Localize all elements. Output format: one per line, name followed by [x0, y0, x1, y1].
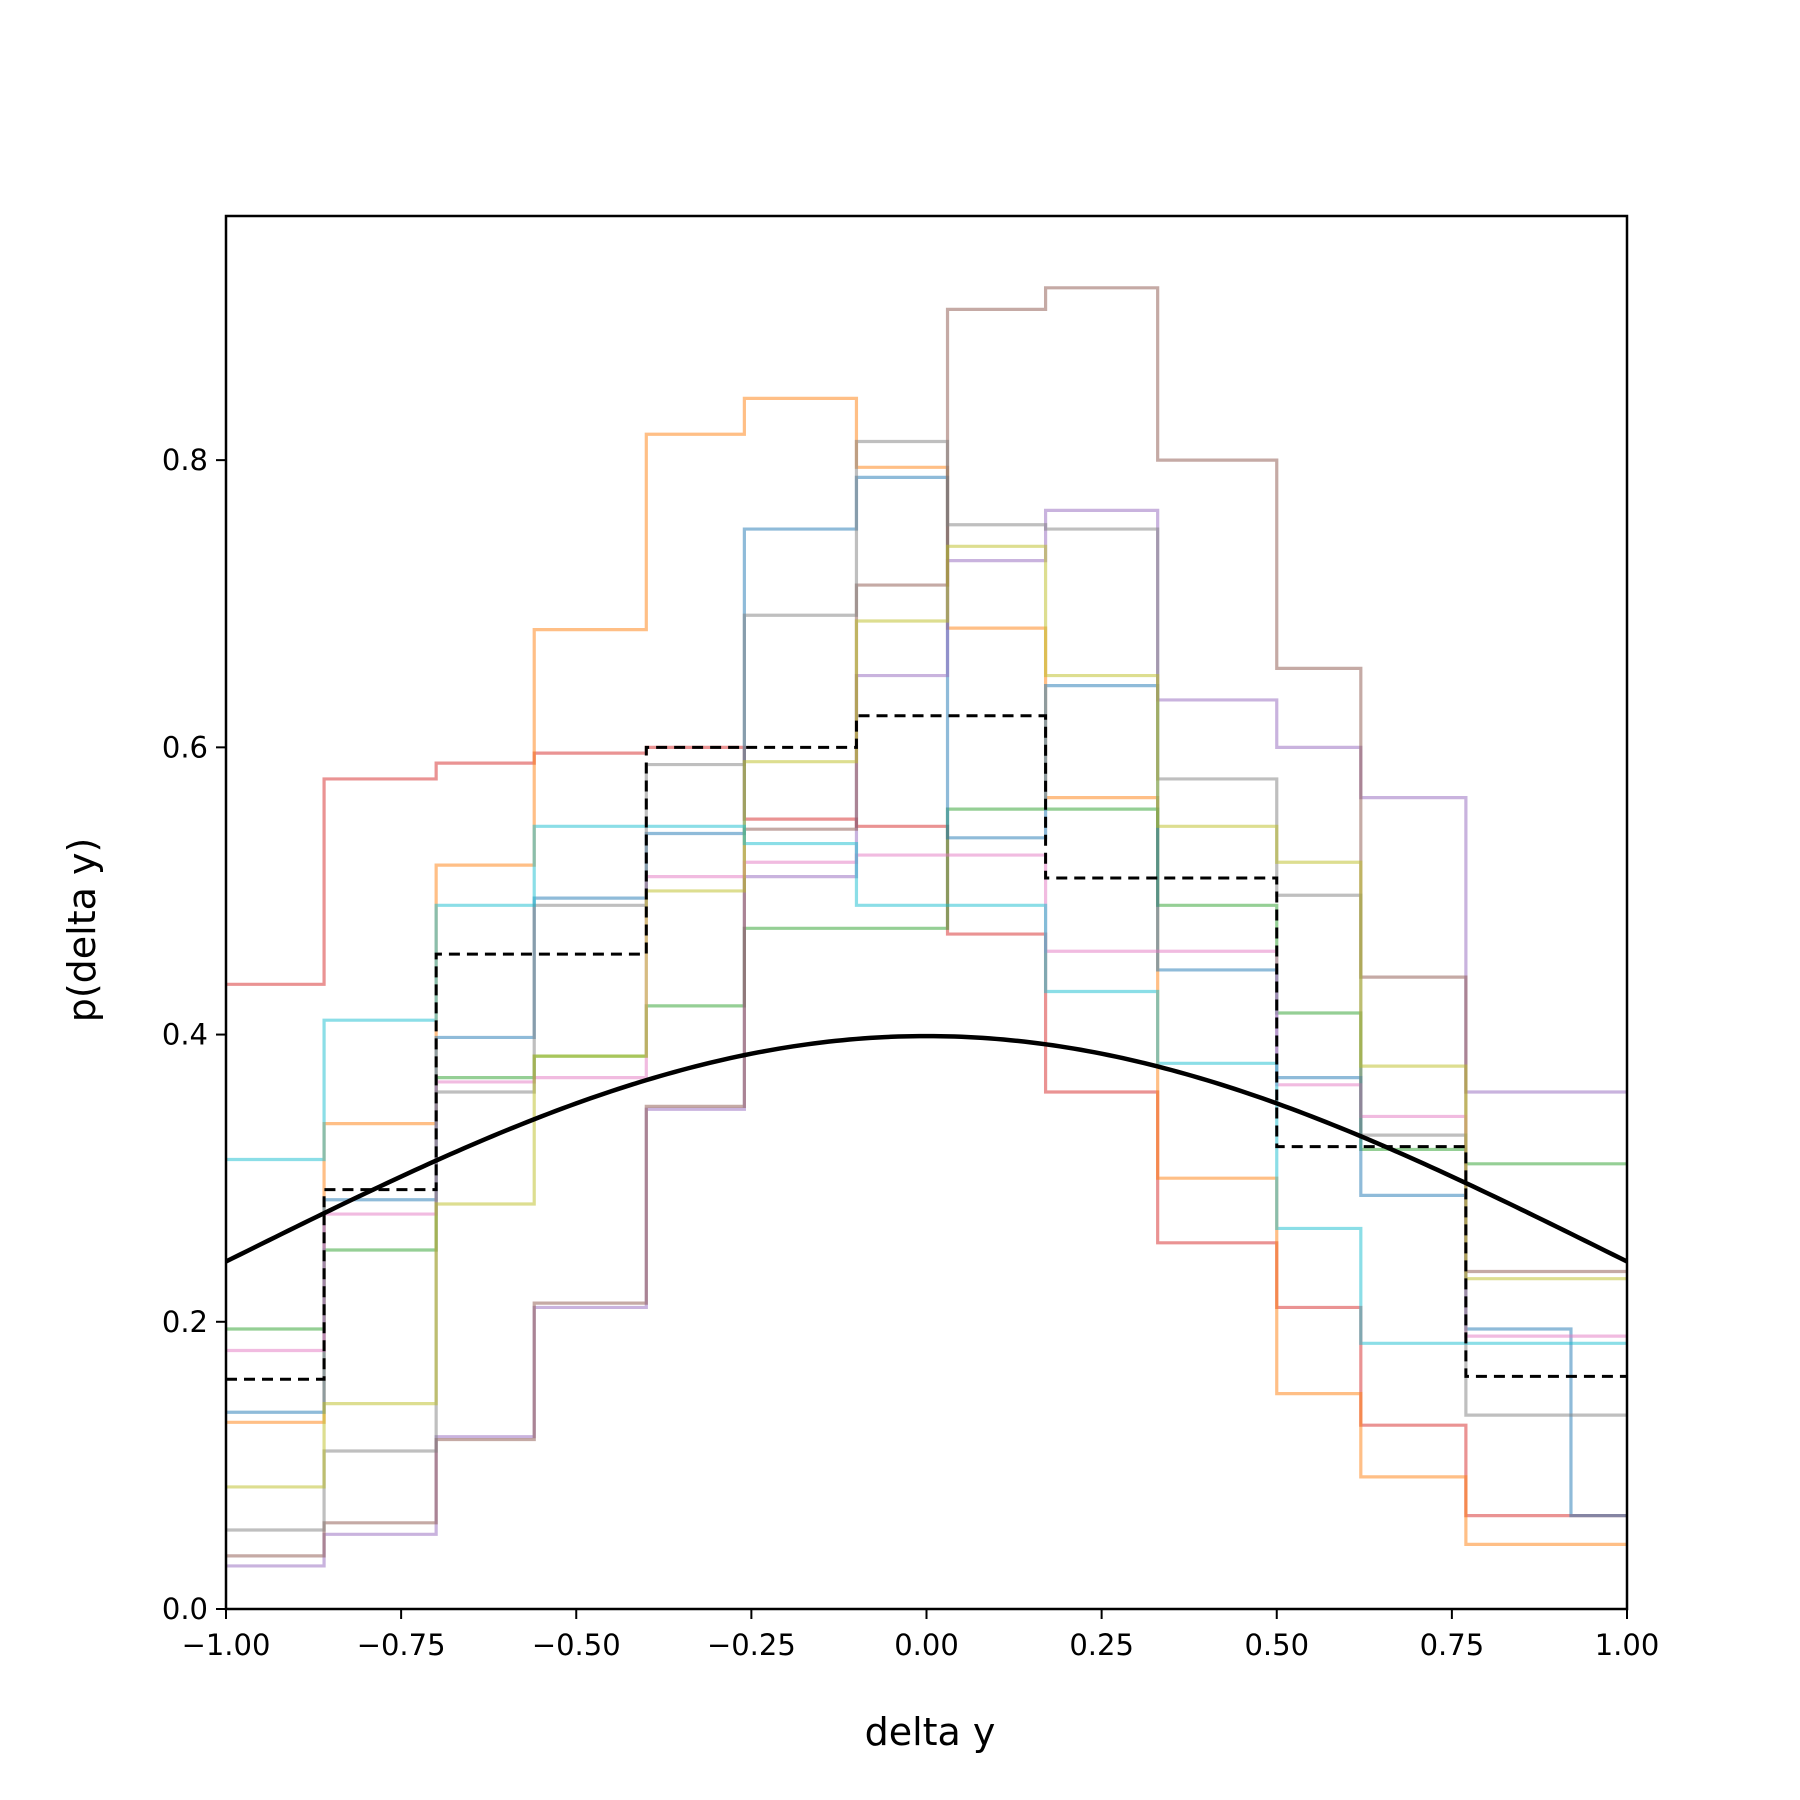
x-axis-label: delta y	[865, 1710, 996, 1754]
normal-curve	[226, 1033, 1627, 1264]
x-tick-label: −0.75	[357, 1628, 446, 1662]
y-axis-label: p(delta y)	[60, 838, 104, 1023]
x-tick-label: −0.50	[532, 1628, 621, 1662]
y-tick-label: 0.4	[162, 1018, 208, 1052]
x-tick-label: −0.25	[707, 1628, 796, 1662]
x-tick-label: 0.75	[1420, 1628, 1485, 1662]
y-tick-label: 0.0	[162, 1592, 208, 1626]
dashed-reference-histogram	[226, 714, 1627, 1381]
x-tick-label: 0.00	[894, 1628, 959, 1662]
x-tick-label: −1.00	[182, 1628, 271, 1662]
y-tick-label: 0.6	[162, 730, 208, 764]
x-tick-label: 0.50	[1244, 1628, 1309, 1662]
plot-area	[226, 286, 1627, 1568]
x-tick-label: 0.25	[1069, 1628, 1134, 1662]
axes: −1.00 −0.75 −0.50 −0.25 0.00 0.25 0.50 0.75 1.00…	[162, 214, 1660, 1662]
y-tick-label: 0.8	[162, 443, 208, 477]
x-tick-label: 1.00	[1595, 1628, 1660, 1662]
histogram-9	[226, 544, 1627, 1489]
histogram-10	[226, 824, 1627, 1345]
y-tick-label: 0.2	[162, 1305, 208, 1339]
